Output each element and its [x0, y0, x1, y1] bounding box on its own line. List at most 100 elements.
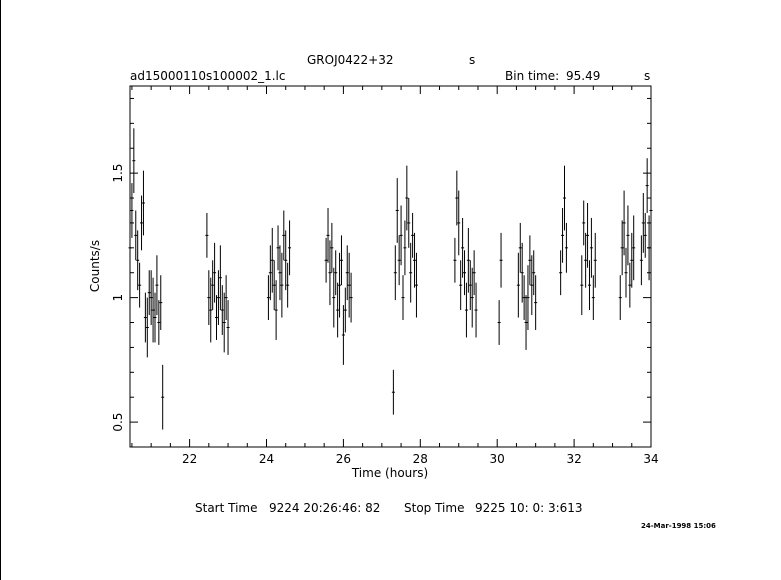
data-point — [339, 235, 343, 286]
data-point — [639, 235, 643, 286]
data-point — [526, 265, 530, 330]
data-point — [209, 277, 213, 343]
file-name: ad15000110s100002_1.lc — [130, 69, 286, 83]
data-point — [282, 210, 286, 261]
data-point — [628, 262, 632, 308]
source-suffix: s — [469, 53, 476, 67]
data-point — [649, 185, 653, 236]
start-time-value: 9224 20:26:46: 82 — [269, 501, 381, 515]
plot-frame — [129, 85, 652, 448]
data-point — [145, 297, 149, 358]
data-point — [395, 178, 399, 243]
data-point — [205, 212, 209, 258]
y-tick-label: 1.5 — [111, 164, 125, 183]
data-point — [128, 225, 132, 271]
data-point — [532, 250, 536, 296]
data-point — [140, 195, 144, 251]
data-point — [391, 369, 395, 415]
data-point — [276, 225, 280, 271]
data-point — [347, 252, 351, 318]
x-tick-label: 26 — [336, 452, 351, 466]
data-point — [564, 222, 568, 273]
data-point — [643, 212, 647, 258]
data-point — [399, 205, 403, 266]
data-point — [130, 183, 134, 238]
data-point — [138, 262, 142, 308]
data-point — [409, 242, 413, 303]
data-point — [624, 247, 628, 298]
data-point — [522, 275, 526, 321]
data-point — [226, 300, 230, 355]
data-point — [620, 220, 624, 276]
data-point — [343, 287, 347, 333]
data-point — [151, 277, 155, 343]
data-point — [132, 128, 136, 194]
data-point — [464, 282, 468, 338]
data-point — [286, 262, 290, 308]
data-point — [647, 215, 651, 281]
data-point — [618, 275, 622, 321]
bin-time-value: 95.49 — [566, 69, 601, 83]
data-point — [474, 282, 478, 338]
data-point — [459, 260, 463, 311]
data-point — [288, 220, 292, 276]
data-point — [453, 237, 457, 283]
data-point — [213, 242, 217, 303]
data-point — [641, 193, 645, 253]
y-axis-label: Counts/s — [88, 240, 102, 292]
data-point — [149, 270, 153, 326]
x-tick-label: 32 — [566, 452, 581, 466]
data-point — [528, 235, 532, 286]
data-point — [332, 267, 336, 328]
data-point — [272, 260, 276, 311]
data-point — [580, 255, 584, 316]
data-point — [161, 364, 165, 430]
data-point — [414, 252, 418, 318]
data-point — [470, 267, 474, 328]
data-point — [593, 232, 597, 288]
source-name: GROJ0422+32 — [307, 53, 394, 67]
data-point — [159, 275, 163, 330]
data-point — [403, 220, 407, 276]
data-point — [345, 245, 349, 301]
data-point — [270, 227, 274, 293]
data-point — [266, 275, 270, 321]
data-point — [211, 260, 215, 311]
data-point — [472, 250, 476, 296]
data-point — [589, 217, 593, 278]
y-tick-label: 1 — [111, 294, 125, 302]
x-tick-label: 30 — [490, 452, 505, 466]
x-tick-label: 24 — [259, 452, 274, 466]
bin-time-unit: s — [644, 69, 651, 83]
data-point — [559, 250, 563, 296]
data-point — [338, 252, 342, 318]
data-point — [280, 252, 284, 318]
data-point — [334, 250, 338, 296]
data-point — [274, 280, 278, 340]
data-point — [645, 158, 649, 213]
data-point — [586, 203, 590, 268]
data-point — [136, 230, 140, 291]
data-point — [143, 292, 147, 343]
data-point — [336, 282, 340, 338]
data-point — [457, 190, 461, 256]
data-point — [587, 260, 591, 311]
data-point — [326, 207, 330, 263]
data-point — [278, 245, 282, 301]
data-point — [524, 295, 528, 350]
data-point — [207, 270, 211, 326]
x-tick-label: 28 — [413, 452, 428, 466]
data-point — [215, 295, 219, 340]
data-point — [534, 275, 538, 330]
data-point — [561, 207, 565, 263]
data-point — [413, 232, 417, 288]
data-point — [455, 170, 459, 226]
data-point — [407, 198, 411, 248]
data-point — [468, 260, 472, 311]
data-point — [461, 217, 465, 278]
data-point — [324, 237, 328, 283]
data-point — [393, 245, 397, 301]
data-point — [147, 270, 151, 316]
data-point — [224, 275, 228, 321]
